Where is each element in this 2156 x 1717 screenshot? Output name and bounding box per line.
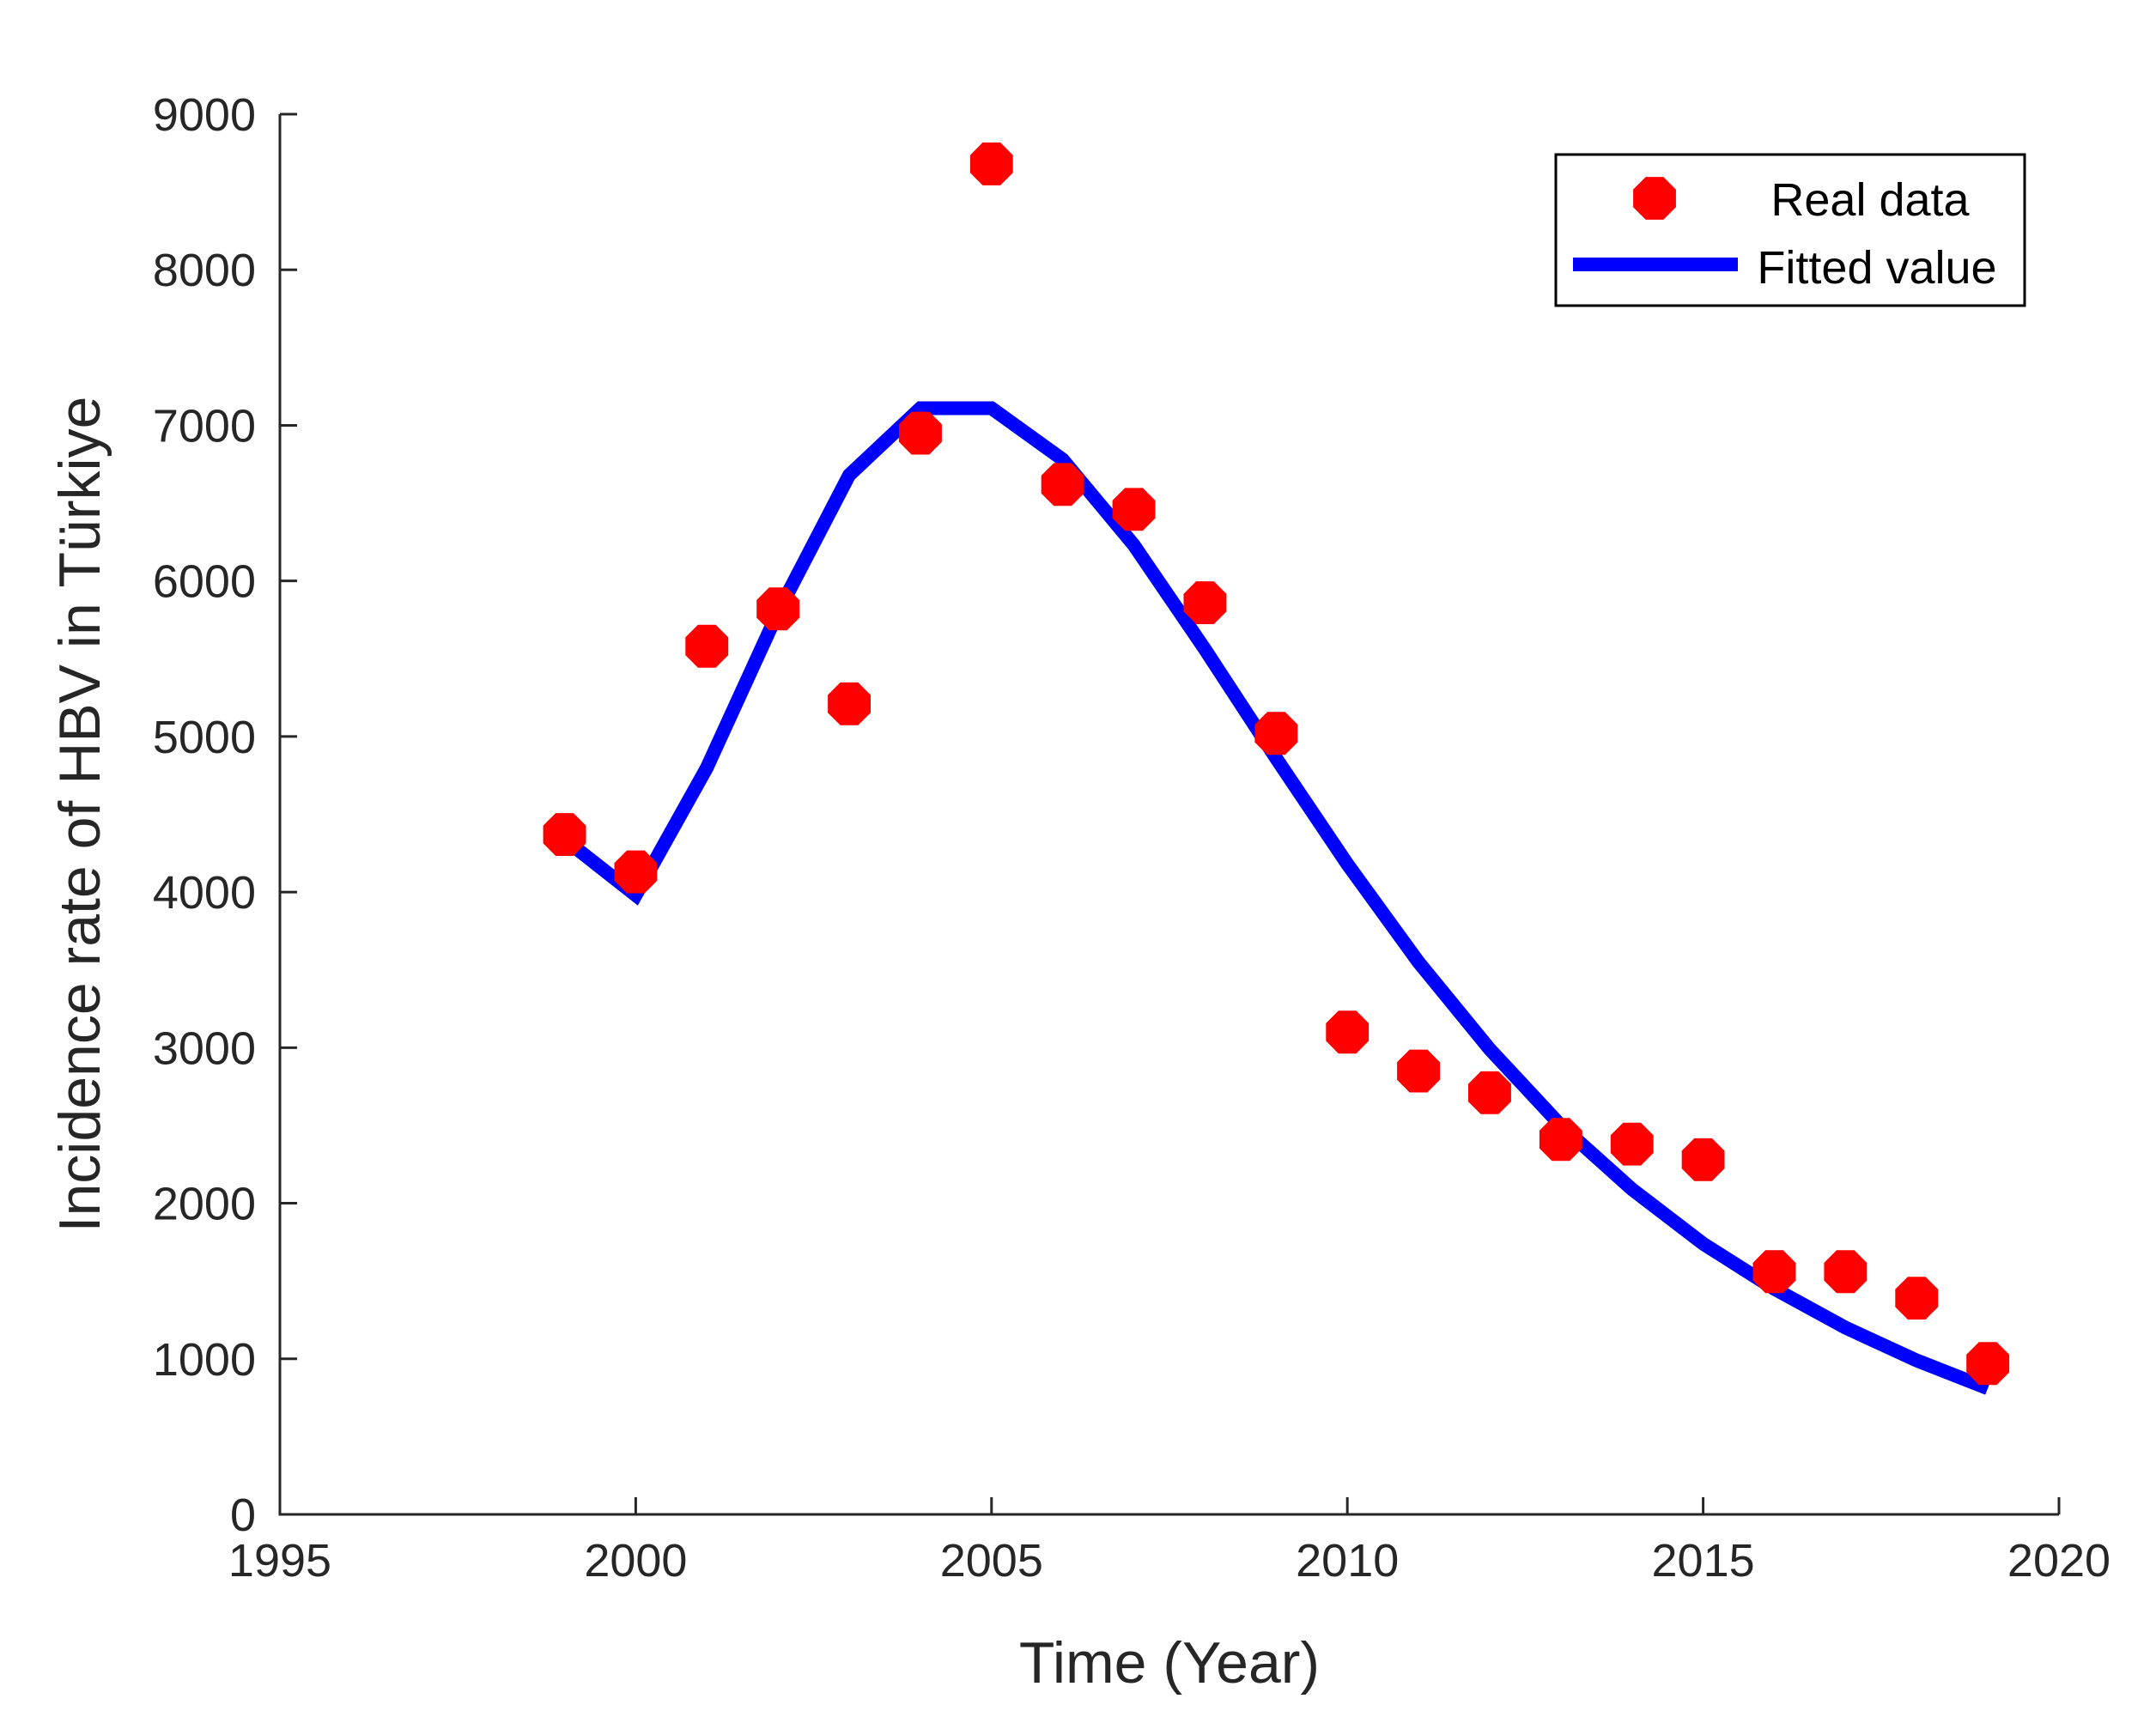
data-point (1895, 1277, 1939, 1320)
data-point (1041, 463, 1084, 507)
y-tick-label: 9000 (153, 89, 256, 141)
x-tick-label: 2020 (2007, 1535, 2110, 1587)
axes: 1995 2000 2005 2010 2015 2020 0 1000 2000 3000 40… (153, 89, 2110, 1587)
y-axis-title: Incidence rate of HBV in Türkiye (47, 397, 112, 1233)
data-point (685, 624, 729, 668)
legend-label-real-data: Real data (1770, 174, 1970, 226)
data-point (1254, 712, 1298, 755)
data-point (1966, 1342, 2010, 1386)
x-tick-label: 1995 (228, 1535, 331, 1587)
y-tick-label: 6000 (153, 556, 256, 608)
y-tick-label: 2000 (153, 1179, 256, 1230)
plot-area (543, 143, 2010, 1395)
data-point (969, 143, 1013, 185)
y-axis: 0 1000 2000 3000 4000 5000 6000 7000 8000 9000 (153, 89, 297, 1541)
y-tick-label: 3000 (153, 1022, 256, 1074)
data-point (1824, 1250, 1868, 1294)
y-tick-label: 5000 (153, 712, 256, 763)
data-point (543, 813, 586, 856)
data-point (614, 850, 658, 894)
y-tick-label: 7000 (153, 400, 256, 452)
data-point (1752, 1250, 1796, 1294)
fitted-value-line (560, 401, 1991, 1395)
data-point (1326, 1010, 1370, 1054)
data-point (1681, 1138, 1725, 1181)
x-tick-label: 2000 (584, 1535, 687, 1587)
legend-marker-real-data (1633, 177, 1676, 220)
data-point (1610, 1122, 1654, 1166)
x-axis-title: Time (Year) (1019, 1630, 1320, 1696)
data-point (1539, 1118, 1582, 1162)
y-tick-label: 4000 (153, 867, 256, 919)
real-data-markers (543, 143, 2010, 1386)
x-axis: 1995 2000 2005 2010 2015 2020 (228, 1497, 2110, 1587)
data-point (899, 411, 942, 455)
x-tick-label: 2015 (1652, 1535, 1755, 1587)
data-point (1468, 1071, 1511, 1114)
legend: Real data Fitted value (1554, 153, 2026, 307)
y-tick-label: 0 (230, 1489, 256, 1541)
data-point (1397, 1049, 1440, 1093)
legend-box (1554, 153, 2026, 307)
data-point (828, 682, 871, 725)
y-tick-label: 8000 (153, 245, 256, 296)
x-tick-label: 2010 (1296, 1535, 1399, 1587)
data-point (1183, 581, 1227, 624)
x-tick-label: 2005 (940, 1535, 1043, 1587)
data-point (1112, 488, 1156, 531)
y-tick-label: 1000 (153, 1334, 256, 1386)
legend-label-fitted-value: Fitted value (1757, 242, 1996, 294)
data-point (756, 587, 800, 631)
